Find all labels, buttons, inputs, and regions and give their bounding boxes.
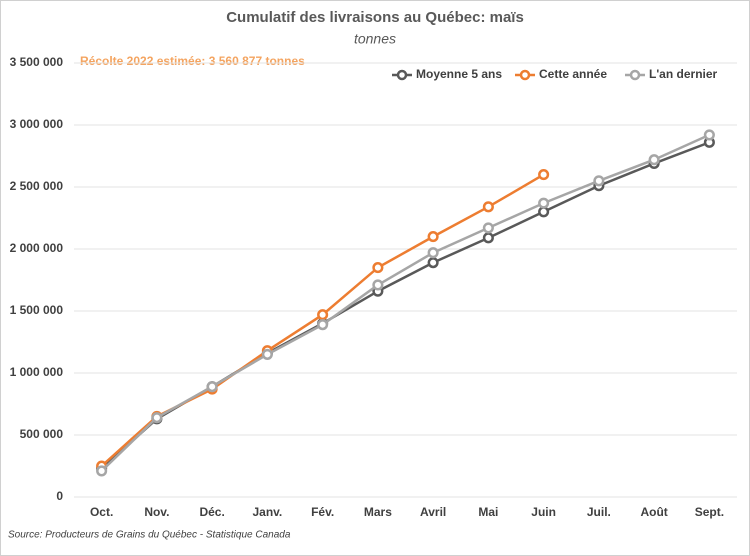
x-tick-label: Sept. [695, 505, 724, 519]
marker [206, 381, 218, 393]
chart-subtitle: tonnes [354, 31, 396, 47]
legend-marker [519, 69, 531, 81]
legend-label: Cette année [539, 67, 607, 81]
legend-marker [629, 69, 641, 81]
y-tick-label: 2 500 000 [10, 179, 64, 193]
marker [593, 175, 605, 187]
annotation: Récolte 2022 estimée: 3 560 877 tonnes [80, 54, 305, 68]
x-tick-label: Juil. [587, 505, 611, 519]
x-tick-label: Nov. [144, 505, 169, 519]
legend-label: L'an dernier [649, 67, 718, 81]
marker [317, 319, 329, 331]
marker [703, 129, 715, 141]
y-tick-label: 1 500 000 [10, 303, 64, 317]
legend-label: Moyenne 5 ans [416, 67, 502, 81]
source: Source: Producteurs de Grains du Québec … [8, 530, 291, 541]
x-tick-label: Fév. [311, 505, 334, 519]
marker [427, 247, 439, 259]
x-tick-label: Mars [364, 505, 392, 519]
marker [96, 465, 108, 477]
marker [538, 197, 550, 209]
series-line [100, 133, 710, 472]
marker [427, 257, 439, 269]
x-tick-label: Janv. [252, 505, 282, 519]
marker [372, 262, 384, 274]
chart-title: Cumulatif des livraisons au Québec: maïs [226, 9, 524, 26]
y-tick-label: 500 000 [20, 427, 64, 441]
marker [261, 348, 273, 360]
marker [317, 309, 329, 321]
x-tick-label: Juin [531, 505, 556, 519]
x-tick-label: Mai [478, 505, 498, 519]
y-tick-label: 2 000 000 [10, 241, 64, 255]
marker [427, 231, 439, 243]
legend-marker [396, 69, 408, 81]
marker [538, 169, 550, 181]
y-tick-label: 1 000 000 [10, 365, 64, 379]
marker [482, 232, 494, 244]
y-tick-label: 3 500 000 [10, 55, 64, 69]
marker [648, 154, 660, 166]
x-tick-label: Oct. [90, 505, 113, 519]
x-tick-label: Déc. [199, 505, 224, 519]
y-tick-label: 3 000 000 [10, 117, 64, 131]
y-tick-label: 0 [56, 489, 63, 503]
marker [538, 206, 550, 218]
x-tick-label: Août [640, 505, 667, 519]
marker [482, 201, 494, 213]
marker [482, 222, 494, 234]
marker [151, 412, 163, 424]
x-tick-label: Avril [420, 505, 446, 519]
marker [372, 279, 384, 291]
